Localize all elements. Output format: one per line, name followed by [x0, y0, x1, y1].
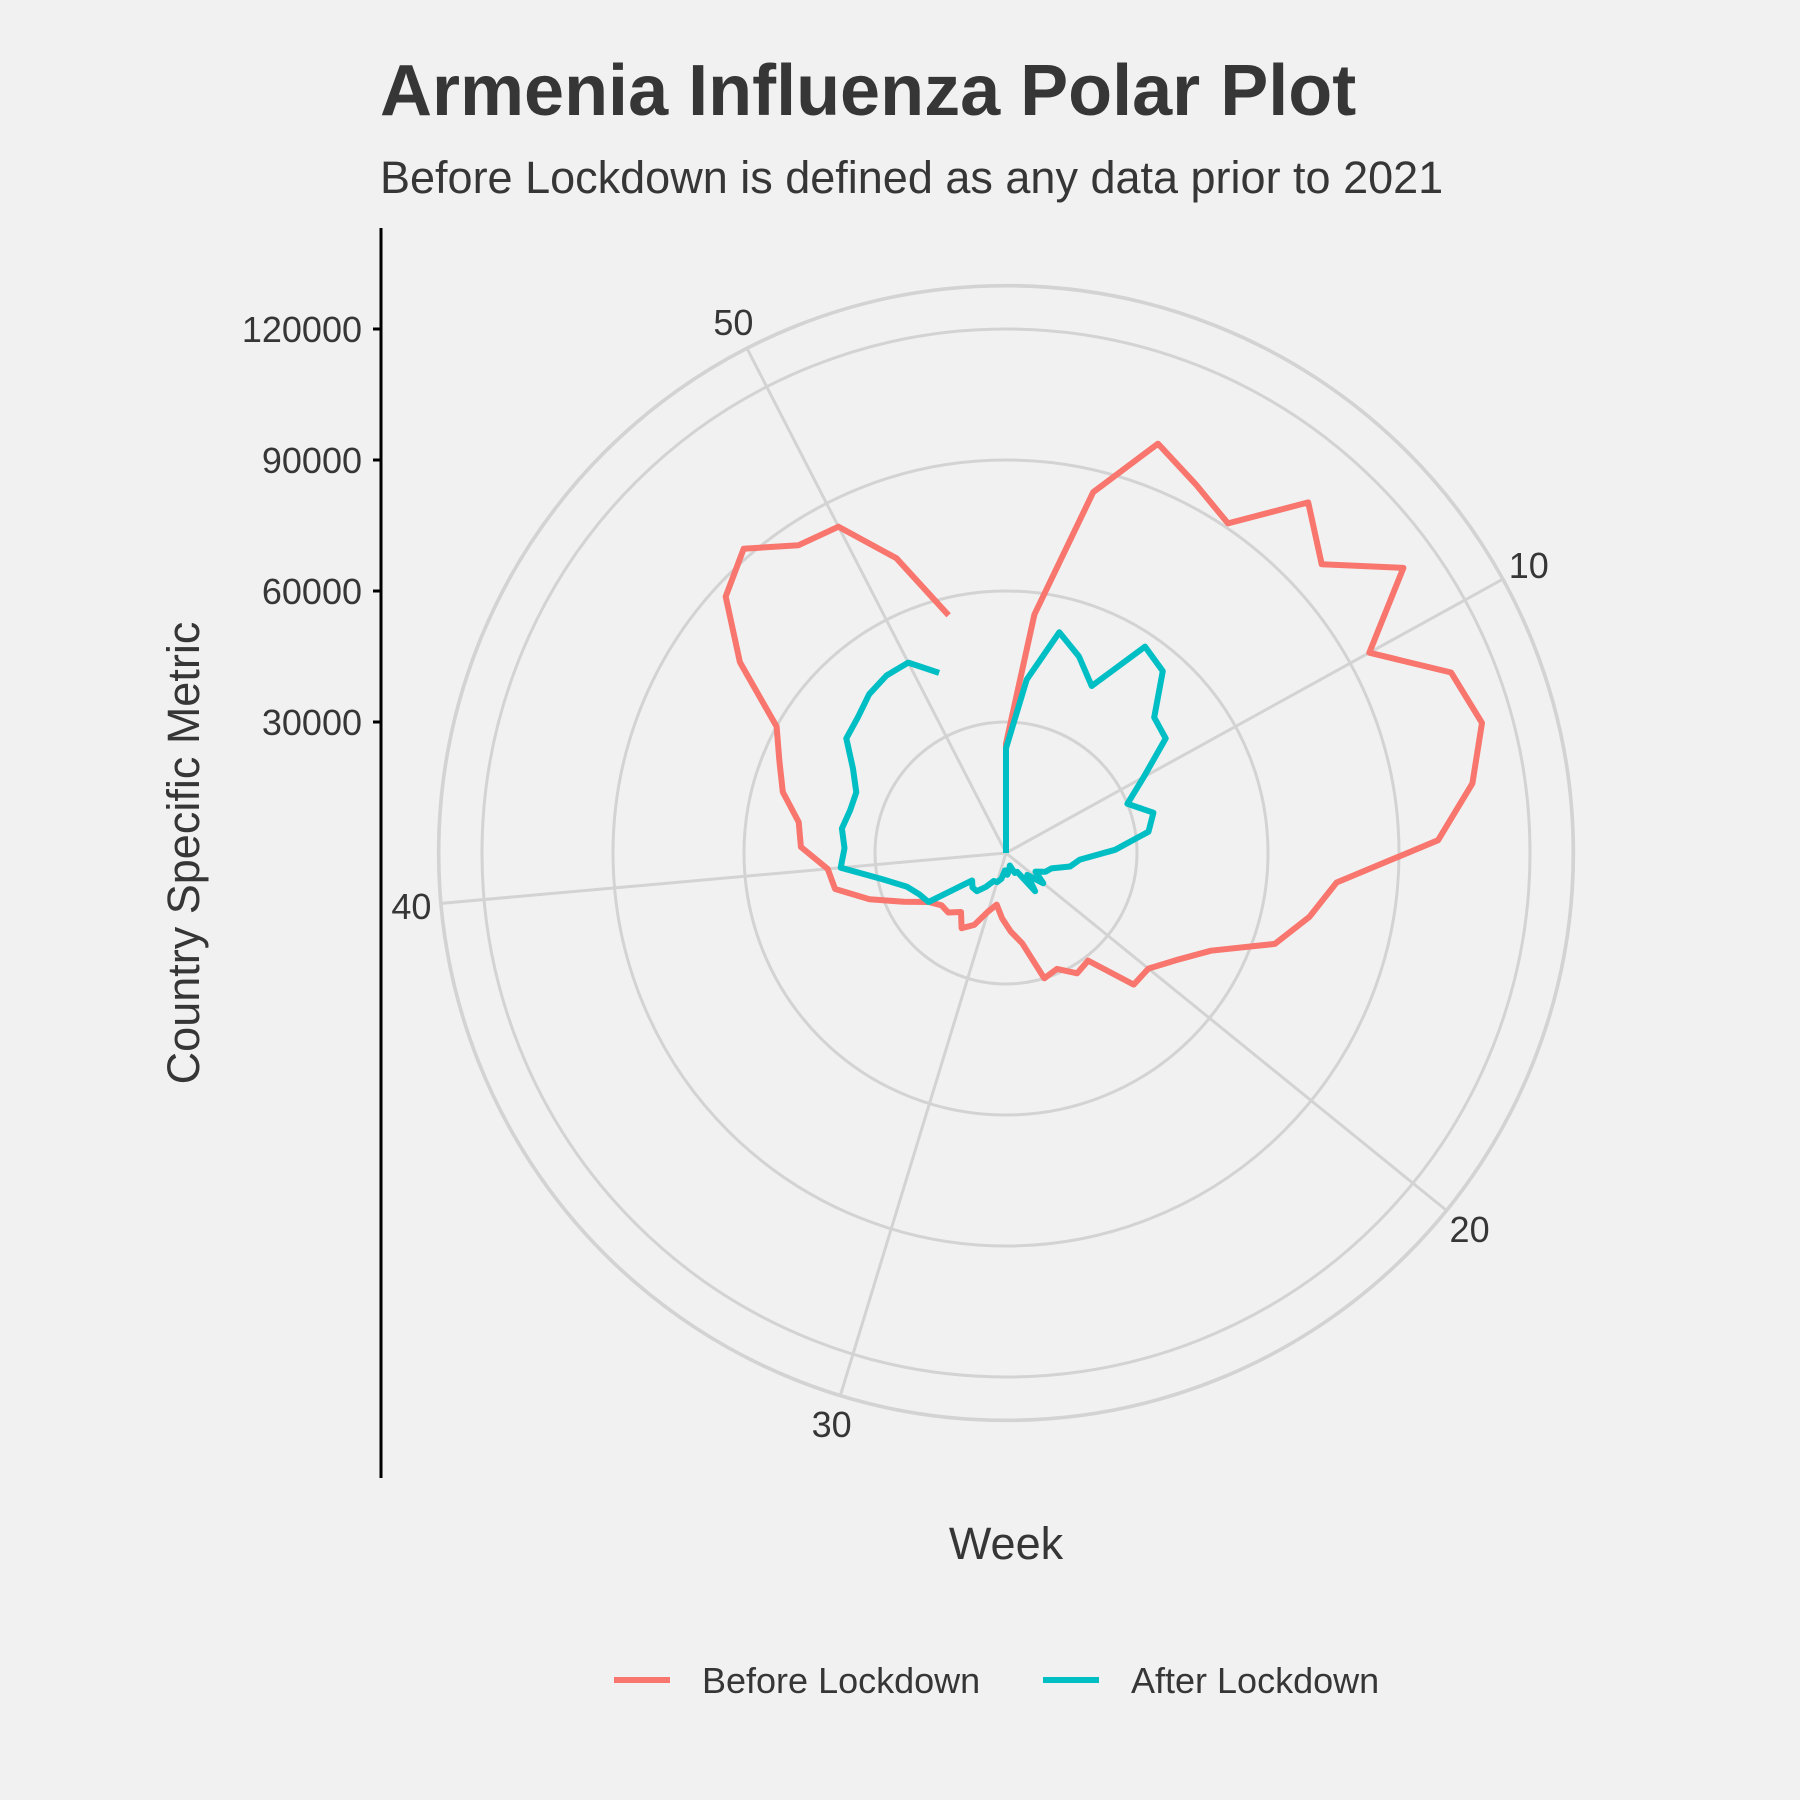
x-tick-label: 20	[1450, 1209, 1490, 1250]
x-tick-label: 10	[1509, 545, 1549, 586]
polar-grid	[436, 283, 1576, 1423]
grid-ring	[873, 720, 1139, 986]
y-axis-title: Country Specific Metric	[158, 622, 209, 1085]
chart-subtitle: Before Lockdown is defined as any data p…	[380, 152, 1443, 203]
x-axis-title: Week	[949, 1518, 1064, 1569]
y-tick-label: 60000	[262, 571, 362, 612]
y-tick-label: 30000	[262, 702, 362, 743]
series-line-before-lockdown	[722, 440, 1485, 988]
series-line-after-lockdown	[837, 629, 1169, 905]
x-tick-label: 50	[713, 302, 753, 343]
y-tick-label: 120000	[242, 309, 362, 350]
legend: Before Lockdown After Lockdown	[614, 1660, 1379, 1701]
chart-title: Armenia Influenza Polar Plot	[380, 51, 1356, 131]
grid-spoke	[745, 347, 1008, 854]
grid-spoke	[838, 852, 1008, 1396]
x-tick-label: 40	[391, 886, 431, 927]
grid-ring	[611, 458, 1401, 1248]
y-tick-label: 90000	[262, 440, 362, 481]
series-lines	[722, 440, 1485, 988]
grid-spoke	[1005, 851, 1448, 1212]
x-tick-label: 30	[812, 1404, 852, 1445]
grid-spoke	[1005, 577, 1504, 855]
grid-ring-outer	[437, 284, 1575, 1422]
grid-ring	[480, 327, 1532, 1379]
legend-label: After Lockdown	[1131, 1660, 1379, 1701]
grid-spoke	[441, 851, 1007, 905]
angular-axis-labels: 10 20 30 40 50	[391, 302, 1549, 1445]
legend-label: Before Lockdown	[702, 1660, 980, 1701]
y-axis: 30000 60000 90000 120000	[242, 309, 381, 743]
grid-ring	[742, 589, 1270, 1117]
